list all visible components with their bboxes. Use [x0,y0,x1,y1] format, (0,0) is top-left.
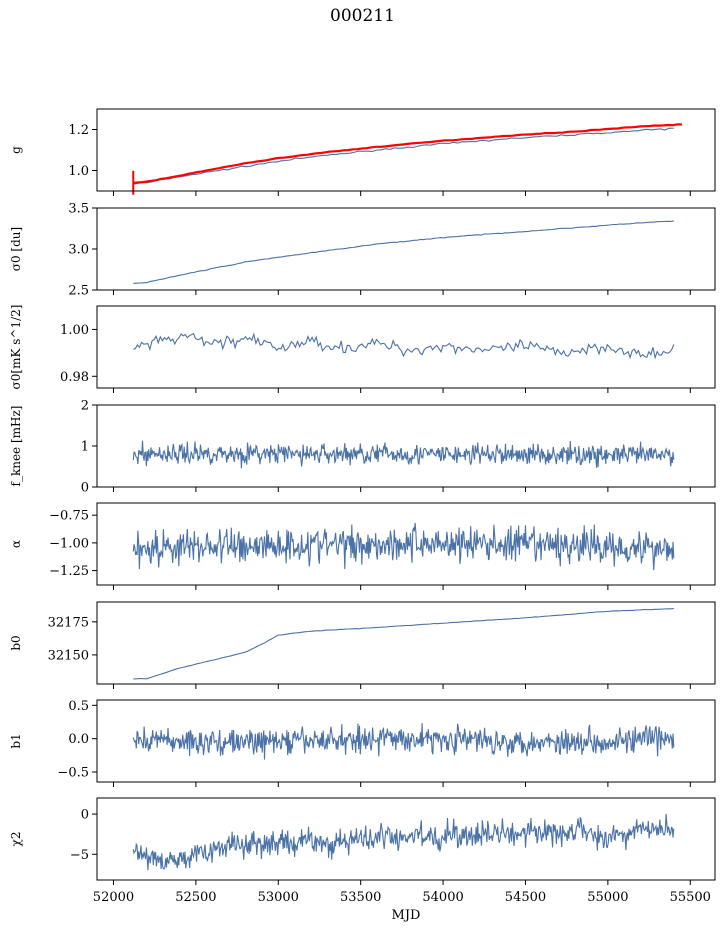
x-tick-label: 52000 [93,890,134,905]
x-tick-label: 55500 [670,890,711,905]
panel-frame [96,404,716,488]
y-tick-label: 0 [81,481,89,496]
figure-title: 000211 [330,6,395,26]
panel-2: 2.5 3.0 3.5 σ0 [du] [9,202,716,299]
series-line-1 [133,127,674,185]
y-tick-label: 3.5 [68,202,89,217]
x-tick-label: 54000 [422,890,463,905]
y-tick-label: 0 [81,808,89,823]
panel-frame [96,699,716,783]
x-tick-label: 55000 [587,890,628,905]
series-line-5 [132,522,675,571]
panel-frame [96,502,716,586]
y-tick-label: 32150 [48,648,89,663]
panel-8: −5 0 χ2 [9,797,716,885]
x-tick-label: 54500 [505,890,546,905]
panel-3: 0.98 1.00 σ0[mK s^1/2] [9,305,716,393]
panel-frame [96,305,716,389]
panel-6: 32150 32175 b0 [9,601,716,689]
y-tick-label: 0.5 [68,699,89,714]
x-axis-label: MJD [392,908,421,923]
y-tick-label: 2.5 [68,284,89,299]
x-tick-label: 52500 [175,890,216,905]
y-axis-label: g [9,146,23,154]
y-tick-label: 1.00 [60,323,89,338]
y-axis-label: b1 [9,733,23,748]
series-line-3 [133,332,675,360]
y-tick-label: 1.2 [68,123,89,138]
y-tick-label: −1.00 [49,536,89,551]
series-line-8 [132,813,675,871]
panel-frame [96,797,716,881]
panel-frame [96,601,716,685]
series-line-7 [132,723,675,760]
series-line-1-fit [133,123,683,184]
panel-5: −1.25 −1.00 −0.75 α [9,502,716,590]
panel-frame [96,108,716,192]
y-tick-label: 1 [81,440,89,455]
panel-7: −0.5 0.0 0.5 b1 [9,699,716,787]
y-tick-label: −0.75 [49,509,89,524]
y-tick-label: −5 [70,848,89,863]
y-tick-label: 2 [81,399,89,414]
y-tick-label: 3.0 [68,243,89,258]
x-tick-label: 53000 [258,890,299,905]
series-line-6 [133,608,674,680]
y-axis-label: b0 [9,635,23,650]
y-tick-label: 32175 [48,615,89,630]
series-line-2 [133,220,674,284]
panel-1: 1.0 1.2 g [9,108,716,196]
x-tick-label: 53500 [340,890,381,905]
panel-frame [96,207,716,291]
y-tick-label: 0.98 [60,370,89,385]
panel-4: 0 1 2 f_knee [mHz] [9,399,716,496]
series-line-4 [132,440,675,469]
y-axis-label: f_knee [mHz] [9,406,23,487]
y-axis-label: χ2 [9,832,23,847]
y-tick-label: 0.0 [68,732,89,747]
y-axis-label: σ0 [du] [9,227,23,271]
y-tick-label: −1.25 [49,564,89,579]
y-axis-label: α [9,540,23,548]
y-tick-label: −0.5 [57,766,89,781]
y-axis-label: σ0[mK s^1/2] [9,305,23,390]
y-tick-label: 1.0 [68,164,89,179]
